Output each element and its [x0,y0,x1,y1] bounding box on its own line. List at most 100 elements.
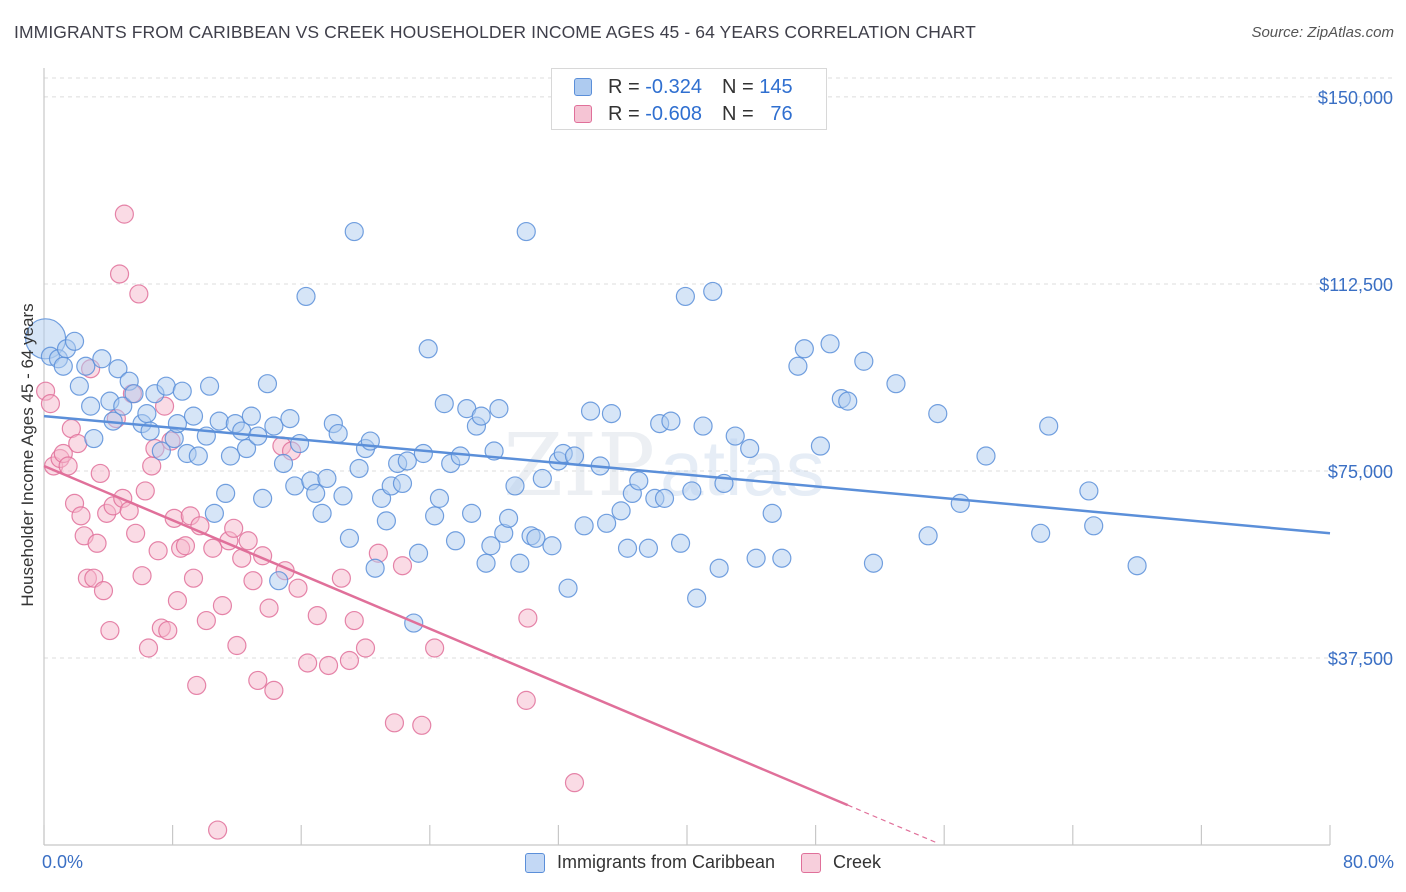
y-tick-label: $75,000 [1328,462,1393,482]
y-tick-label: $150,000 [1318,88,1393,108]
caribbean-point [349,458,369,479]
source-label: Source: ZipAtlas.com [1251,24,1394,41]
chart-title: IMMIGRANTS FROM CARIBBEAN VS CREEK HOUSE… [14,22,976,42]
caribbean-point [69,376,89,396]
y-tick-label: $112,500 [1319,275,1393,295]
caribbean-point [693,416,713,436]
caribbean-point [344,221,364,242]
r-value: -0.608 [645,102,702,125]
caribbean-point [950,493,970,513]
n-value: 145 [759,75,793,98]
caribbean-point [532,468,552,489]
caribbean-point [670,533,691,553]
caribbean-point [151,441,171,461]
caribbean-point [661,411,681,431]
creek-point [243,571,263,591]
caribbean-point [84,428,104,449]
legend-label-creek: Creek [833,852,882,872]
caribbean-point [601,404,622,424]
caribbean-point [838,391,858,411]
caribbean-swatch [574,78,592,96]
legend-item-creek[interactable]: Creek [801,852,881,873]
caribbean-point [450,446,470,466]
caribbean-point [188,446,208,466]
caribbean-point [928,404,948,424]
caribbean-point [280,409,300,429]
n-value: 76 [770,102,793,125]
caribbean-point [597,513,617,533]
creek-point [392,556,413,576]
caribbean-point [204,503,224,523]
caribbean-point [580,401,601,421]
caribbean-point [53,356,73,376]
caribbean-point [682,481,702,501]
creek-point [100,620,120,641]
caribbean-point [429,488,450,508]
caribbean-point [1031,523,1051,543]
caribbean-point [113,396,133,416]
creek-point [132,566,152,586]
creek-point [71,506,91,526]
caribbean-point [241,406,261,426]
creek-point [288,578,308,598]
caribbean-point [542,536,562,556]
caribbean-point [317,468,337,489]
caribbean-point [333,486,353,506]
caribbean-point [328,423,348,444]
creek-point [264,680,284,701]
creek-point [126,523,146,543]
caribbean-point [471,406,491,426]
caribbean-point [558,578,578,598]
caribbean-point [269,571,289,591]
n-label: N = [721,75,754,98]
caribbean-point [81,396,101,416]
caribbean-point [76,356,96,376]
caribbean-point [156,376,176,396]
creek-point [516,690,536,710]
creek-point [158,620,178,641]
caribbean-point [1079,481,1099,501]
creek-point [196,610,216,631]
caribbean-point [445,531,466,551]
caribbean-point [510,553,530,573]
creek-point [227,635,247,656]
caribbean-point [820,334,840,354]
creek-point [518,608,538,628]
caribbean-point [413,443,433,464]
caribbean-point [638,538,659,558]
creek-point [129,284,149,304]
caribbean-point [526,528,546,548]
watermark: ZIP atlas [503,416,824,516]
creek-point [425,638,445,658]
creek-trend-extension [847,804,937,844]
creek-point [90,463,110,484]
creek-point [355,638,376,658]
n-label: N = [721,102,754,125]
caribbean-point [725,426,745,446]
creek-point [238,531,258,551]
caribbean-point [687,588,707,608]
legend-item-caribbean[interactable]: Immigrants from Caribbean [524,852,775,873]
caribbean-point [476,553,496,573]
caribbean-point [772,548,792,568]
caribbean-point [418,339,438,359]
caribbean-point [574,516,594,536]
caribbean-point [172,381,192,401]
creek-point [148,541,168,561]
caribbean-point [794,339,814,359]
caribbean-point [498,508,519,528]
creek-point [138,638,159,658]
caribbean-point [408,543,429,563]
caribbean-point [137,404,157,424]
caribbean-point [209,411,229,431]
caribbean-point [199,376,220,396]
creek-point [344,610,364,631]
caribbean-point [703,281,723,302]
caribbean-point [257,374,278,394]
caribbean-point [273,453,294,474]
creek-point [307,605,327,626]
caribbean-legend-swatch [524,852,545,873]
caribbean-trend-line [43,414,1331,535]
caribbean-point [629,471,649,491]
